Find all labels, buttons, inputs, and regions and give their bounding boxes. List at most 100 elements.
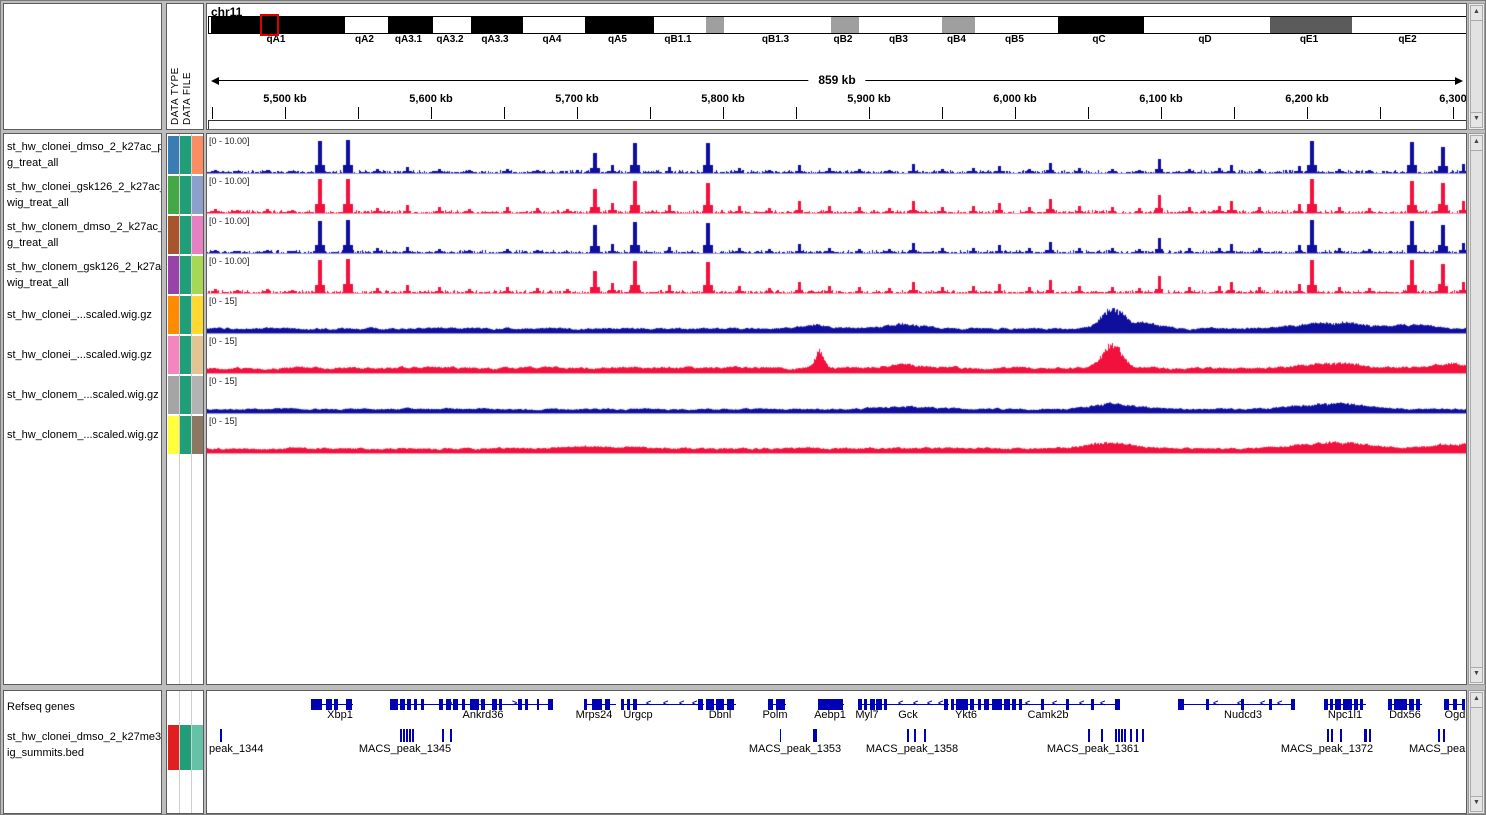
peak-label[interactable]: MACS_peak_1358 xyxy=(865,743,959,755)
header-data-panel[interactable]: chr11 qA1 qA2 qA3.1 qA3.2 qA3.3 qA4 qA5 qB1.1 qB… xyxy=(206,3,1467,130)
peak-tick[interactable] xyxy=(924,729,926,742)
scroll-up-icon[interactable]: ▲ xyxy=(1470,135,1483,151)
track-name[interactable]: st_hw_clonei_dmso_2_k27ac_p5 xyxy=(7,141,162,153)
gene-exon[interactable] xyxy=(698,699,703,710)
gene-label[interactable]: Polm xyxy=(762,709,788,721)
attribute-swatch[interactable] xyxy=(192,176,203,214)
peak-tick[interactable] xyxy=(1115,729,1117,742)
attribute-swatch[interactable] xyxy=(168,376,179,414)
cytoband[interactable] xyxy=(831,17,859,33)
attribute-swatch[interactable] xyxy=(180,416,191,454)
gene-exon[interactable] xyxy=(621,699,624,710)
gene-exon[interactable] xyxy=(884,699,887,710)
gene-exon[interactable] xyxy=(1115,699,1120,710)
peak-tick[interactable] xyxy=(442,729,444,742)
scrollbar-thumb[interactable] xyxy=(1470,150,1483,668)
refseq-track-name[interactable]: Refseq genes xyxy=(7,701,75,713)
attribute-swatch[interactable] xyxy=(168,416,179,454)
gene-exon[interactable] xyxy=(1343,699,1352,710)
peak-label[interactable]: MACS_peak_1353 xyxy=(748,743,842,755)
gene-label[interactable]: Ddx56 xyxy=(1389,709,1421,721)
features-scrollbar[interactable]: ▲ ▼ xyxy=(1468,690,1485,814)
region-strip[interactable] xyxy=(208,120,1466,129)
gene-label[interactable]: Mrps24 xyxy=(575,709,613,721)
gene-exon[interactable] xyxy=(970,699,974,710)
attribute-swatch[interactable] xyxy=(168,136,179,174)
scroll-down-icon[interactable]: ▼ xyxy=(1470,667,1483,683)
gene-exon[interactable] xyxy=(1388,699,1392,710)
peak-tick[interactable] xyxy=(1136,729,1138,742)
gene-exon[interactable] xyxy=(499,699,502,710)
attribute-swatch[interactable] xyxy=(180,725,191,770)
gene-exon[interactable] xyxy=(1394,699,1407,710)
cytoband[interactable] xyxy=(523,17,585,33)
attribute-swatch[interactable] xyxy=(168,216,179,254)
peak-label[interactable]: MACS_peak_1361 xyxy=(1046,743,1140,755)
gene-label[interactable]: Aebp1 xyxy=(814,709,846,721)
peak-tick[interactable] xyxy=(220,729,222,742)
peak-tick[interactable] xyxy=(1124,729,1126,742)
track-name[interactable]: st_hw_clonem_...scaled.wig.gz xyxy=(7,389,159,401)
attribute-swatch[interactable] xyxy=(192,336,203,374)
track-name[interactable]: g_treat_all xyxy=(7,237,59,249)
track-name[interactable]: st_hw_clonem_...scaled.wig.gz xyxy=(7,429,159,441)
chromosome-ideogram[interactable] xyxy=(208,16,1466,34)
gene-exon[interactable] xyxy=(1462,699,1465,710)
gene-exon[interactable] xyxy=(1012,699,1016,710)
cytoband[interactable] xyxy=(706,17,724,33)
gene-exon[interactable] xyxy=(1041,699,1044,710)
peak-tick[interactable] xyxy=(400,729,402,742)
cytoband[interactable] xyxy=(1352,17,1466,33)
cytoband[interactable] xyxy=(471,17,523,33)
peak-tick[interactable] xyxy=(1438,729,1440,742)
attribute-swatch[interactable] xyxy=(192,216,203,254)
scroll-down-icon[interactable]: ▼ xyxy=(1470,796,1483,812)
gene-exon[interactable] xyxy=(334,699,338,710)
gene-exon[interactable] xyxy=(818,699,843,710)
gene-exon[interactable] xyxy=(1178,699,1184,710)
peak-tick[interactable] xyxy=(914,729,916,742)
gene-exon[interactable] xyxy=(1324,699,1328,710)
peak-tick[interactable] xyxy=(1327,729,1329,742)
attribute-swatch[interactable] xyxy=(192,136,203,174)
cytoband[interactable] xyxy=(975,17,1058,33)
gene-label[interactable]: Ankrd36 xyxy=(462,709,504,721)
cytoband[interactable] xyxy=(724,17,831,33)
track-name[interactable]: wig_treat_all xyxy=(7,277,69,289)
gene-exon[interactable] xyxy=(951,699,954,710)
peak-tick[interactable] xyxy=(1340,729,1342,742)
peak-tick[interactable] xyxy=(1118,729,1120,742)
peak-tick[interactable] xyxy=(1443,729,1445,742)
cytoband[interactable] xyxy=(585,17,654,33)
gene-exon[interactable] xyxy=(548,699,553,710)
gene-label[interactable]: Xbp1 xyxy=(327,709,353,721)
gene-label[interactable]: Ogdh xyxy=(1444,709,1466,721)
gene-exon[interactable] xyxy=(537,699,539,710)
cytoband[interactable] xyxy=(345,17,388,33)
track-name[interactable]: st_hw_clonei_...scaled.wig.gz xyxy=(7,349,152,361)
scrollbar-thumb[interactable] xyxy=(1470,707,1483,797)
gene-exon[interactable] xyxy=(407,699,411,710)
gene-exon[interactable] xyxy=(346,699,352,710)
gene-exon[interactable] xyxy=(605,699,610,710)
attribute-swatch[interactable] xyxy=(168,336,179,374)
gene-exon[interactable] xyxy=(390,699,398,710)
attribute-swatch[interactable] xyxy=(168,176,179,214)
gene-exon[interactable] xyxy=(1444,699,1449,710)
gene-exon[interactable] xyxy=(870,699,875,710)
peak-tick[interactable] xyxy=(1364,729,1367,742)
attribute-swatch[interactable] xyxy=(192,376,203,414)
gene-exon[interactable] xyxy=(956,699,968,710)
cytoband[interactable] xyxy=(942,17,975,33)
track-name[interactable]: g_treat_all xyxy=(7,157,59,169)
gene-exon[interactable] xyxy=(1453,699,1457,710)
gene-exon[interactable] xyxy=(1354,699,1358,710)
attribute-swatch[interactable] xyxy=(180,296,191,334)
gene-exon[interactable] xyxy=(592,699,602,710)
gene-exon[interactable] xyxy=(1291,699,1295,710)
cytoband[interactable] xyxy=(859,17,942,33)
attribute-swatch[interactable] xyxy=(192,725,203,770)
cytoband[interactable] xyxy=(654,17,706,33)
gene-exon[interactable] xyxy=(453,699,458,710)
peak-label[interactable]: MACS_peak_1345 xyxy=(358,743,452,755)
